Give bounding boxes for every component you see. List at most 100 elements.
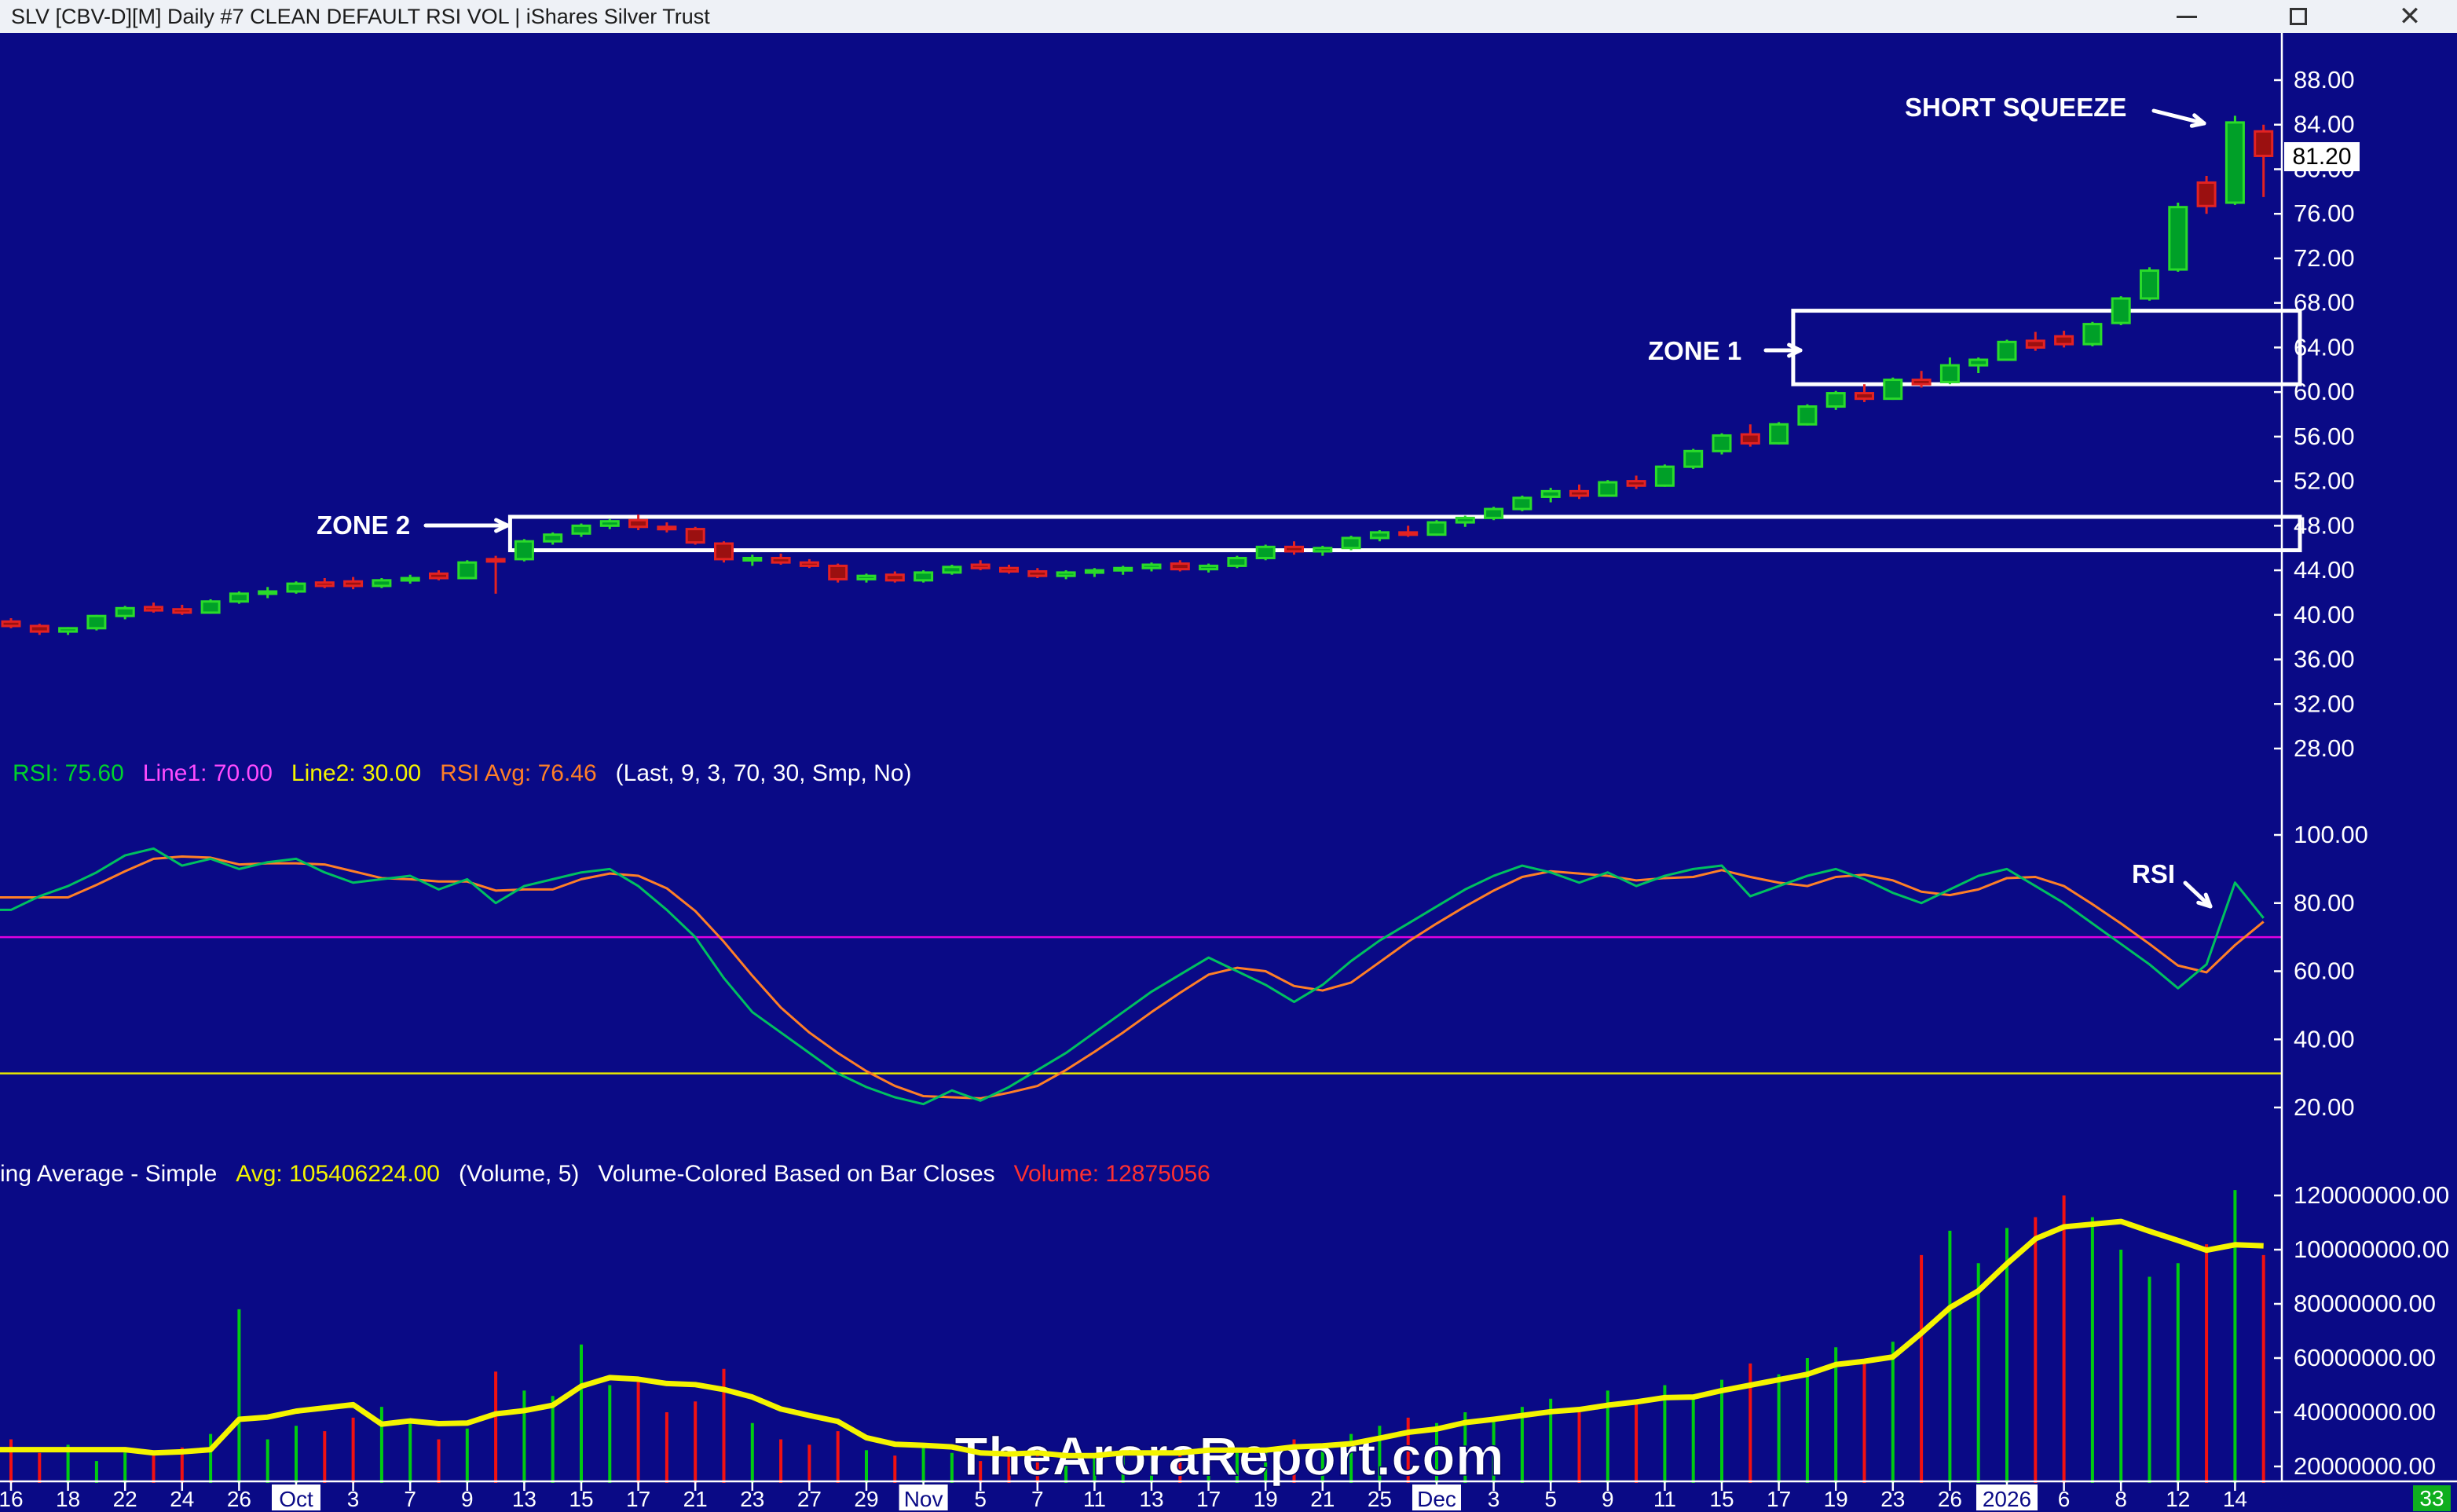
svg-text:13: 13 <box>1139 1487 1163 1511</box>
svg-text:14: 14 <box>2223 1487 2247 1511</box>
rsi-avg-label: RSI Avg: 76.46 <box>440 760 597 786</box>
svg-text:100000000.00: 100000000.00 <box>2294 1236 2449 1263</box>
volume-value-label: Volume: 12875056 <box>1013 1161 1210 1187</box>
svg-text:6: 6 <box>2058 1487 2071 1511</box>
svg-text:9: 9 <box>1602 1487 1614 1511</box>
svg-text:68.00: 68.00 <box>2294 289 2355 317</box>
bar-count-badge: 33 <box>2413 1485 2451 1511</box>
svg-text:21: 21 <box>1310 1487 1335 1511</box>
svg-text:60000000.00: 60000000.00 <box>2294 1344 2436 1371</box>
svg-text:28.00: 28.00 <box>2294 734 2355 762</box>
svg-text:27: 27 <box>797 1487 822 1511</box>
last-price-label: 81.20 <box>2284 142 2360 171</box>
svg-text:48.00: 48.00 <box>2294 511 2355 539</box>
svg-text:19: 19 <box>1824 1487 1848 1511</box>
svg-text:11: 11 <box>1083 1487 1106 1511</box>
svg-text:19: 19 <box>1254 1487 1278 1511</box>
zone1-annotation: ZONE 1 <box>1648 336 1742 365</box>
rsi-indicator-header: RSI: 75.60 Line1: 70.00 Line2: 30.00 RSI… <box>13 760 912 787</box>
svg-text:Dec: Dec <box>1417 1487 1456 1511</box>
svg-text:7: 7 <box>1031 1487 1044 1511</box>
svg-text:60.00: 60.00 <box>2294 957 2355 985</box>
volume-ma-label: ing Average - Simple <box>0 1161 218 1187</box>
svg-text:3: 3 <box>1488 1487 1500 1511</box>
svg-text:120000000.00: 120000000.00 <box>2294 1181 2449 1209</box>
svg-text:17: 17 <box>626 1487 650 1511</box>
rsi-pane <box>0 847 2282 1106</box>
svg-text:26: 26 <box>1938 1487 1962 1511</box>
svg-text:72.00: 72.00 <box>2294 244 2355 272</box>
minimize-button[interactable] <box>2163 0 2210 33</box>
svg-text:44.00: 44.00 <box>2294 556 2355 584</box>
svg-text:17: 17 <box>1196 1487 1221 1511</box>
volume-params-label: (Volume, 5) <box>458 1161 580 1187</box>
svg-text:29: 29 <box>854 1487 878 1511</box>
short-squeeze-annotation: SHORT SQUEEZE <box>1905 93 2127 122</box>
volume-indicator-header: ing Average - Simple Avg: 105406224.00 (… <box>0 1161 1210 1188</box>
svg-text:40.00: 40.00 <box>2294 601 2355 628</box>
svg-text:Oct: Oct <box>279 1487 313 1511</box>
svg-text:15: 15 <box>569 1487 593 1511</box>
svg-text:64.00: 64.00 <box>2294 333 2355 361</box>
svg-text:17: 17 <box>1767 1487 1791 1511</box>
svg-text:20000000.00: 20000000.00 <box>2294 1452 2436 1480</box>
svg-text:3: 3 <box>347 1487 360 1511</box>
svg-text:12: 12 <box>2166 1487 2190 1511</box>
close-button[interactable]: ✕ <box>2386 0 2433 33</box>
svg-text:15: 15 <box>1709 1487 1734 1511</box>
rsi-line2-label: Line2: 30.00 <box>291 760 422 786</box>
maximize-button[interactable] <box>2275 0 2322 33</box>
annotation-arrows <box>423 108 2213 909</box>
svg-text:2026: 2026 <box>1983 1487 2031 1511</box>
svg-text:11: 11 <box>1653 1487 1676 1511</box>
svg-text:23: 23 <box>740 1487 764 1511</box>
volume-pane: TheAroraReport.com <box>0 1190 2265 1488</box>
svg-text:16: 16 <box>0 1487 24 1511</box>
rsi-value-label: RSI: 75.60 <box>13 760 124 786</box>
zone2-annotation: ZONE 2 <box>317 511 411 540</box>
svg-text:25: 25 <box>1368 1487 1392 1511</box>
volume-avg-label: Avg: 105406224.00 <box>236 1161 440 1187</box>
svg-text:20.00: 20.00 <box>2294 1093 2355 1121</box>
svg-text:7: 7 <box>404 1487 416 1511</box>
svg-text:5: 5 <box>974 1487 987 1511</box>
svg-text:60.00: 60.00 <box>2294 378 2355 405</box>
svg-text:88.00: 88.00 <box>2294 66 2355 93</box>
svg-text:9: 9 <box>461 1487 474 1511</box>
rsi-line1-label: Line1: 70.00 <box>142 760 273 786</box>
svg-text:80.00: 80.00 <box>2294 889 2355 917</box>
window-controls: ✕ <box>2163 0 2433 33</box>
x-axis-labels: 16 18 22 24 26 Oct 3 7 9 13 15 17 21 23 27 29 Nov 5 7 11 13 1… <box>0 1481 2247 1511</box>
svg-text:32.00: 32.00 <box>2294 690 2355 717</box>
svg-text:13: 13 <box>512 1487 536 1511</box>
svg-text:80000000.00: 80000000.00 <box>2294 1290 2436 1317</box>
svg-text:52.00: 52.00 <box>2294 467 2355 495</box>
svg-text:Nov: Nov <box>904 1487 943 1511</box>
svg-text:24: 24 <box>170 1487 194 1511</box>
minimize-icon <box>2177 15 2197 18</box>
svg-text:100.00: 100.00 <box>2294 821 2368 848</box>
watermark-text: TheAroraReport.com <box>954 1426 1504 1487</box>
rsi-params-label: (Last, 9, 3, 70, 30, Smp, No) <box>615 760 912 786</box>
svg-text:84.00: 84.00 <box>2294 111 2355 138</box>
svg-text:56.00: 56.00 <box>2294 423 2355 450</box>
svg-text:8: 8 <box>2115 1487 2127 1511</box>
volume-colored-label: Volume-Colored Based on Bar Closes <box>598 1161 995 1187</box>
svg-text:5: 5 <box>1544 1487 1557 1511</box>
candlesticks <box>1 115 2274 635</box>
svg-text:22: 22 <box>113 1487 137 1511</box>
title-bar: SLV [CBV-D][M] Daily #7 CLEAN DEFAULT RS… <box>0 0 2457 33</box>
maximize-icon <box>2290 8 2307 25</box>
svg-text:26: 26 <box>227 1487 251 1511</box>
svg-text:40000000.00: 40000000.00 <box>2294 1398 2436 1426</box>
svg-text:36.00: 36.00 <box>2294 646 2355 673</box>
svg-text:21: 21 <box>683 1487 708 1511</box>
svg-text:18: 18 <box>56 1487 80 1511</box>
close-icon: ✕ <box>2398 2 2422 31</box>
svg-text:40.00: 40.00 <box>2294 1025 2355 1053</box>
svg-text:76.00: 76.00 <box>2294 200 2355 227</box>
window-title: SLV [CBV-D][M] Daily #7 CLEAN DEFAULT RS… <box>11 4 710 28</box>
axes: 88.00 84.00 80.00 76.00 72.00 68.00 64.00 60.00… <box>0 33 2457 1483</box>
